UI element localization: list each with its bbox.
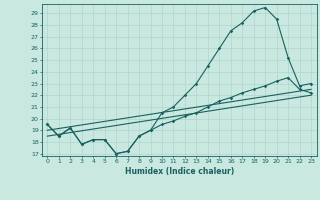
X-axis label: Humidex (Indice chaleur): Humidex (Indice chaleur) bbox=[124, 167, 234, 176]
